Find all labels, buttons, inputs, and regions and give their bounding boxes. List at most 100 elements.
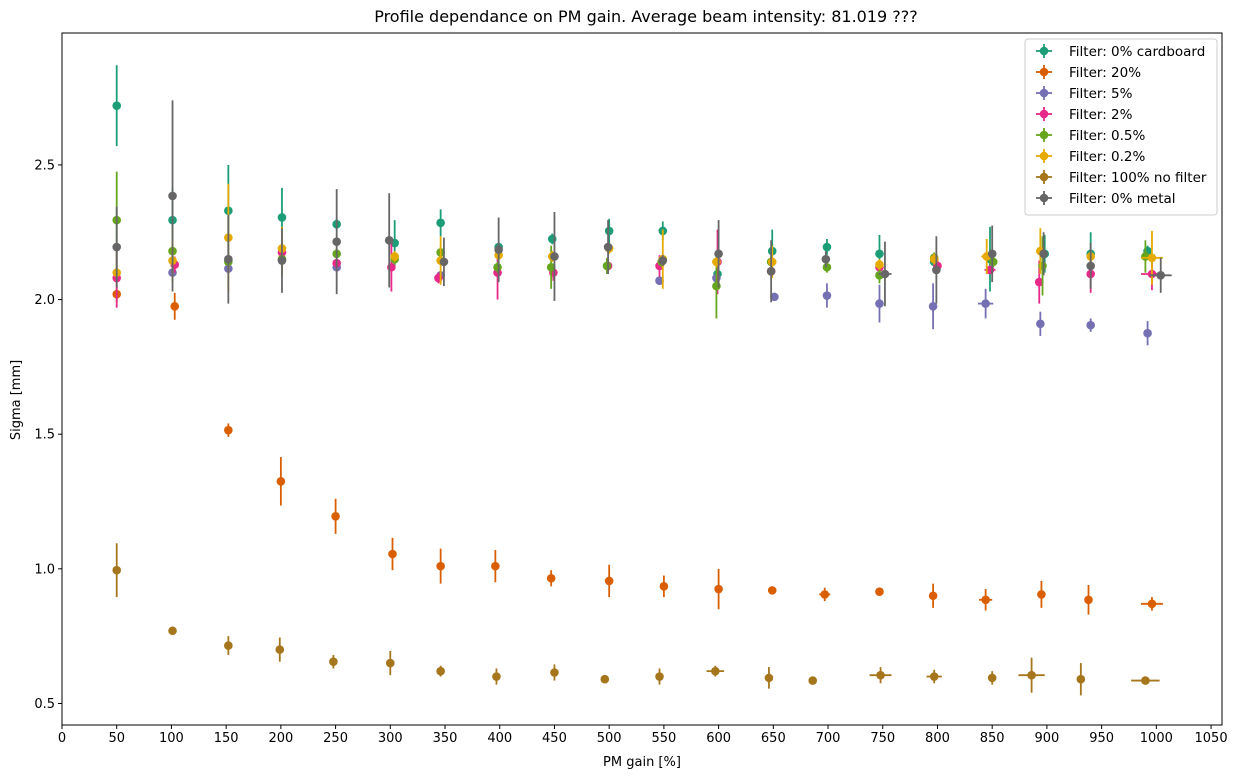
legend-label: Filter: 0.2% — [1069, 149, 1146, 165]
data-point — [981, 299, 990, 308]
data-point — [764, 673, 774, 683]
data-point — [928, 301, 938, 311]
data-point — [987, 249, 997, 259]
data-point — [436, 561, 445, 571]
x-tick-label: 700 — [816, 731, 841, 746]
legend-marker — [1039, 193, 1049, 203]
data-point — [822, 242, 832, 252]
data-point — [988, 257, 998, 267]
data-point — [494, 245, 503, 255]
data-point — [550, 668, 559, 677]
data-point — [821, 254, 831, 264]
data-point — [170, 301, 180, 311]
x-tick-label: 750 — [870, 731, 895, 746]
x-tick-label: 950 — [1089, 731, 1114, 746]
data-point — [1076, 674, 1086, 684]
data-point — [602, 261, 612, 271]
series-group — [112, 286, 1163, 615]
data-point — [550, 252, 559, 261]
data-point — [112, 565, 122, 575]
data-point — [1143, 328, 1152, 338]
data-point — [331, 512, 340, 521]
legend-marker — [1039, 130, 1049, 140]
series-group — [112, 543, 1160, 696]
data-point — [436, 218, 445, 228]
data-point — [492, 672, 501, 681]
plot-marks — [112, 65, 1172, 696]
data-point — [714, 249, 723, 259]
data-point — [604, 576, 614, 586]
data-point — [655, 672, 664, 681]
x-tick-label: 300 — [378, 731, 403, 746]
chart-title: Profile dependance on PM gain. Average b… — [374, 7, 918, 26]
data-point — [822, 262, 832, 272]
data-point — [168, 191, 177, 201]
x-tick-label: 350 — [433, 731, 458, 746]
data-point — [224, 641, 233, 650]
x-tick-label: 650 — [761, 731, 786, 746]
x-tick-label: 900 — [1034, 731, 1059, 746]
data-point — [275, 645, 285, 654]
y-tick-label: 1.0 — [34, 562, 55, 577]
data-point — [880, 269, 890, 279]
x-tick-label: 100 — [159, 731, 184, 746]
data-point — [1084, 595, 1093, 605]
data-point — [168, 626, 177, 636]
legend-marker — [1039, 88, 1049, 98]
data-point — [439, 257, 449, 267]
x-tick-label: 450 — [542, 731, 567, 746]
data-point — [929, 672, 939, 681]
x-tick-label: 500 — [597, 731, 622, 746]
data-point — [600, 674, 610, 684]
data-point — [1156, 271, 1166, 280]
data-point — [658, 256, 668, 265]
legend-box — [1024, 38, 1218, 216]
data-point — [822, 291, 832, 300]
x-tick-label: 200 — [268, 731, 293, 746]
legend-label: Filter: 5% — [1069, 86, 1133, 102]
y-tick-label: 0.5 — [34, 697, 55, 712]
data-point — [655, 276, 664, 286]
axis-ticks: 0 50 100 150 200 250 300 350 400 450 500 550 600 650 7… — [34, 158, 1227, 746]
data-point — [224, 254, 233, 264]
legend-marker — [1039, 67, 1049, 77]
data-point — [277, 213, 287, 222]
data-point — [1086, 261, 1095, 271]
data-point — [388, 549, 397, 559]
x-tick-label: 250 — [323, 731, 348, 746]
legend-label: Filter: 20% — [1069, 65, 1141, 81]
data-point — [766, 266, 776, 276]
data-point — [1037, 590, 1046, 599]
data-point — [767, 257, 777, 267]
y-tick-label: 2.0 — [34, 293, 55, 308]
data-point — [875, 260, 884, 269]
data-point — [767, 586, 777, 595]
data-point — [112, 101, 122, 111]
data-point — [604, 226, 614, 236]
legend-label: Filter: 0% cardboard — [1069, 44, 1205, 60]
data-point — [224, 425, 233, 435]
data-point — [546, 262, 556, 272]
x-tick-label: 400 — [487, 731, 512, 746]
data-point — [932, 265, 941, 275]
series-group — [112, 100, 1172, 307]
data-point — [875, 299, 884, 308]
data-point — [876, 670, 885, 680]
x-tick-label: 850 — [980, 731, 1005, 746]
x-tick-label: 150 — [214, 731, 239, 746]
data-point — [820, 590, 830, 599]
legend-label: Filter: 0% metal — [1069, 191, 1176, 207]
data-point — [1034, 277, 1044, 287]
data-point — [386, 658, 395, 668]
data-point — [112, 242, 122, 252]
x-tick-label: 0 — [58, 731, 66, 746]
legend-marker — [1039, 151, 1049, 161]
x-tick-label: 1050 — [1195, 731, 1228, 746]
data-point — [711, 666, 720, 676]
data-point — [1141, 676, 1150, 685]
data-point — [875, 587, 884, 597]
data-point — [384, 236, 394, 245]
data-point — [714, 584, 723, 594]
